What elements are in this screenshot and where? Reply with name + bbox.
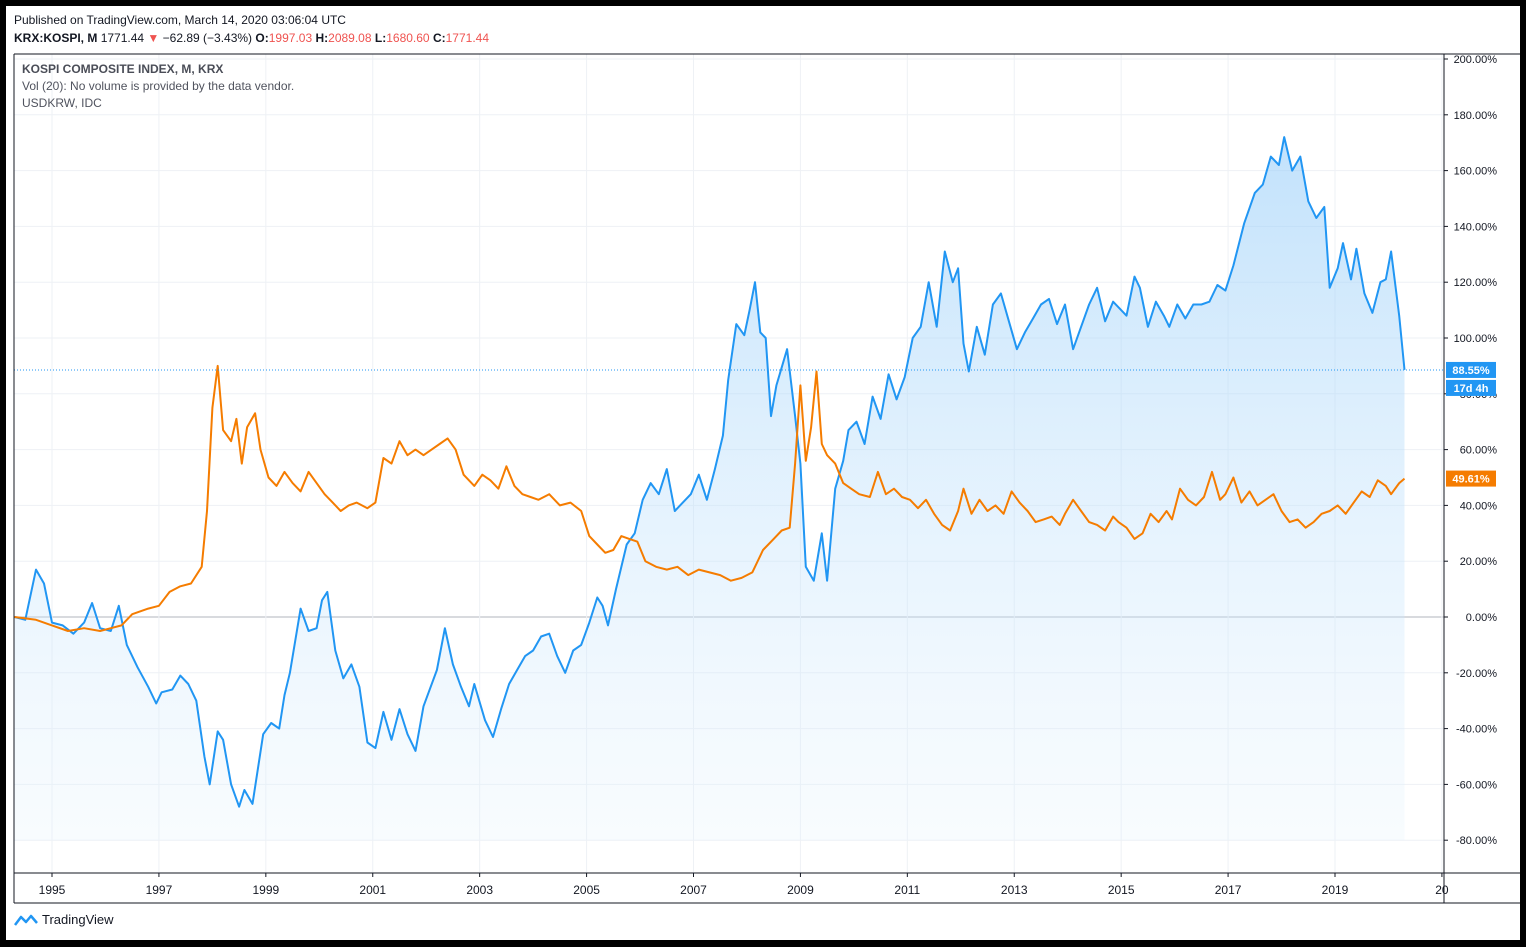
usdkrw-last-badge-bg <box>1446 470 1496 487</box>
open-value: 1997.03 <box>268 31 313 45</box>
close-label: C: <box>432 31 446 45</box>
x-tick-label: 2003 <box>466 883 493 897</box>
x-tick-label: 2013 <box>1001 883 1028 897</box>
y-tick-label: -40.00% <box>1456 724 1497 736</box>
y-tick-label: 60.00% <box>1460 445 1498 457</box>
x-tick-label: 1997 <box>146 883 173 897</box>
kospi-area <box>14 137 1405 841</box>
open-label: O: <box>255 31 269 45</box>
countdown-badge-bg <box>1446 379 1496 396</box>
x-tick-label: 2007 <box>680 883 707 897</box>
y-tick-label: 180.00% <box>1454 110 1498 122</box>
y-tick-label: 200.00% <box>1454 54 1498 66</box>
y-tick-label: 0.00% <box>1466 612 1497 624</box>
usdkrw-last-badge: 49.61% <box>1452 474 1490 486</box>
chart-canvas[interactable]: 200.00%180.00%160.00%140.00%120.00%100.0… <box>6 6 1520 940</box>
down-arrow-icon: ▼ <box>147 31 160 45</box>
legend-volume[interactable]: Vol (20): No volume is provided by the d… <box>22 79 295 93</box>
symbol-ohlc-line: KRX:KOSPI, M 1771.44 ▼ −62.89 (−3.43%) O… <box>14 31 489 45</box>
countdown-badge: 17d 4h <box>1454 383 1489 395</box>
tradingview-logo-icon <box>14 914 38 926</box>
legend-usdkrw[interactable]: USDKRW, IDC <box>22 96 102 110</box>
x-tick-label: 2015 <box>1108 883 1135 897</box>
price-change: −62.89 (−3.43%) <box>162 31 253 45</box>
x-tick-label: 1999 <box>252 883 279 897</box>
symbol-name[interactable]: KRX:KOSPI, M <box>14 31 98 45</box>
close-value: 1771.44 <box>445 31 490 45</box>
y-tick-label: -80.00% <box>1456 835 1497 847</box>
kospi-last-badge: 88.55% <box>1452 365 1490 377</box>
low-value: 1680.60 <box>386 31 430 45</box>
x-tick-label: 20 <box>1435 883 1449 897</box>
y-tick-label: 100.00% <box>1454 333 1498 345</box>
plot-area <box>14 136 1444 841</box>
x-tick-label: 2001 <box>359 883 386 897</box>
series-line-usdkrw <box>14 364 1406 632</box>
y-tick-label: -60.00% <box>1456 779 1497 791</box>
chart-frame: 200.00% 180.00% 160.00% 140.00% 120.00% 100.0… <box>6 6 1520 940</box>
x-tick-label: 2005 <box>573 883 600 897</box>
y-tick-label: 120.00% <box>1454 277 1498 289</box>
kospi-last-badge-bg <box>1446 361 1496 378</box>
brand-name: TradingView <box>42 912 114 927</box>
published-line: Published on TradingView.com, March 14, … <box>14 13 346 27</box>
axes: 200.00%180.00%160.00%140.00%120.00%100.0… <box>13 53 1520 904</box>
x-tick-label: 2009 <box>787 883 814 897</box>
x-tick-label: 2019 <box>1322 883 1349 897</box>
x-tick-label: 1995 <box>39 883 66 897</box>
last-price: 1771.44 <box>100 31 145 45</box>
y-tick-label: 20.00% <box>1460 556 1498 568</box>
tradingview-brand[interactable]: TradingView <box>14 912 114 927</box>
legend-kospi[interactable]: KOSPI COMPOSITE INDEX, M, KRX <box>22 62 224 76</box>
high-value: 2089.08 <box>328 31 372 45</box>
y-tick-label: -20.00% <box>1456 668 1497 680</box>
x-tick-label: 2017 <box>1215 883 1242 897</box>
series-line-kospi <box>14 136 1406 808</box>
y-tick-label: 40.00% <box>1460 500 1498 512</box>
y-tick-label: 140.00% <box>1454 221 1498 233</box>
x-tick-label: 2011 <box>894 883 920 897</box>
high-label: H: <box>315 31 329 45</box>
low-label: L: <box>374 31 387 45</box>
y-tick-label: 160.00% <box>1454 166 1498 178</box>
